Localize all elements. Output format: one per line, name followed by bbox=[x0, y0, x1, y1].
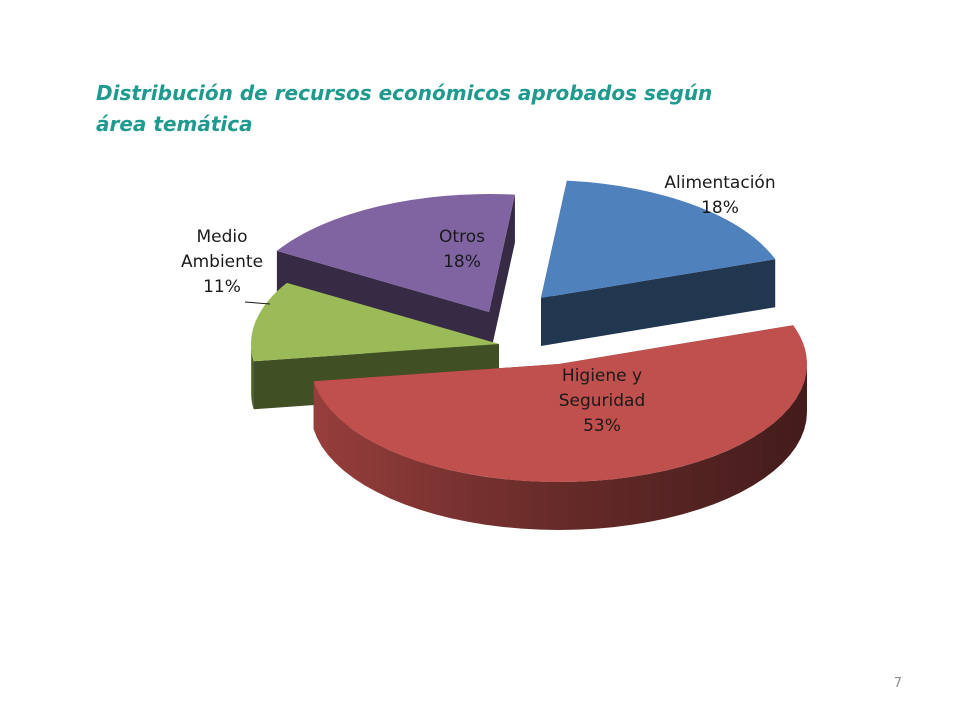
slice-top-medio bbox=[250, 282, 499, 362]
slice-label-otros: Otros 18% bbox=[412, 225, 512, 275]
chart-title-line-1: Distribución de recursos económicos apro… bbox=[96, 81, 713, 105]
pie-slice-higiene bbox=[313, 325, 807, 530]
chart-title: Distribución de recursos económicos apro… bbox=[96, 78, 736, 140]
slice-top-higiene bbox=[313, 325, 807, 483]
slice-label-higiene: Higiene y Seguridad 53% bbox=[532, 364, 672, 439]
slice-name-medio-line-1: Medio bbox=[196, 227, 248, 247]
slice-name-medio-line-2: Ambiente bbox=[180, 252, 264, 272]
slice-name-alimentacion: Alimentación bbox=[664, 173, 776, 193]
slice-label-medio-ambiente: Medio Ambiente 11% bbox=[162, 225, 282, 300]
slice-cut-face-otros-1 bbox=[489, 194, 515, 360]
slice-cut-face-alimentacion-1 bbox=[541, 259, 776, 346]
slice-side-higiene bbox=[313, 364, 807, 530]
pie-slice-alimentacion bbox=[541, 180, 776, 346]
slice-top-alimentacion bbox=[541, 180, 776, 298]
slice-name-otros: Otros bbox=[439, 227, 485, 247]
leader-line-medio-ambiente bbox=[244, 301, 271, 305]
slice-percent-otros: 18% bbox=[443, 252, 481, 272]
slice-name-higiene-line-1: Higiene y bbox=[561, 366, 643, 386]
slice-name-higiene-line-2: Seguridad bbox=[558, 391, 646, 411]
page-number: 7 bbox=[893, 676, 902, 691]
slice-percent-higiene: 53% bbox=[583, 416, 621, 436]
slice-percent-medio-ambiente: 11% bbox=[203, 277, 241, 297]
slice-label-alimentacion: Alimentación 18% bbox=[640, 171, 800, 221]
chart-title-line-2: área temática bbox=[96, 112, 253, 136]
slice-side-medio bbox=[251, 344, 254, 410]
slice-percent-alimentacion: 18% bbox=[701, 198, 739, 218]
slice-top-otros bbox=[276, 194, 515, 312]
